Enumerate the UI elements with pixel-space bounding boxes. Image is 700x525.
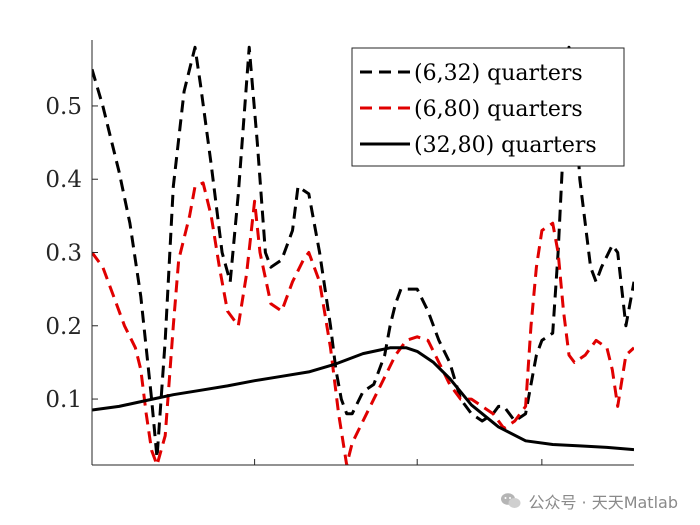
y-tick-label: 0.5 [45, 94, 82, 120]
legend-label-3: (32,80) quarters [414, 133, 597, 158]
y-tick-label: 0.3 [45, 241, 82, 267]
y-tick-label: 0.4 [45, 167, 82, 193]
axes: 0.1 0.2 0.3 0.4 0.5 [45, 40, 634, 466]
legend: (6,32) quarters (6,80) quarters (32,80) qu… [351, 47, 625, 167]
legend-label-2: (6,80) quarters [414, 97, 583, 122]
y-tick-label: 0.2 [45, 314, 82, 340]
y-tick-label: 0.1 [45, 387, 82, 413]
series-line-3 [92, 346, 634, 452]
series-line-1 [92, 45, 634, 460]
legend-box [351, 47, 625, 167]
plot-area [92, 45, 634, 465]
series-line-2 [92, 181, 634, 465]
watermark: 公众号 · 天天Matlab [500, 489, 678, 513]
wechat-icon [501, 493, 521, 508]
legend-label-1: (6,32) quarters [414, 61, 583, 86]
watermark-text: 公众号 · 天天Matlab [528, 493, 678, 512]
